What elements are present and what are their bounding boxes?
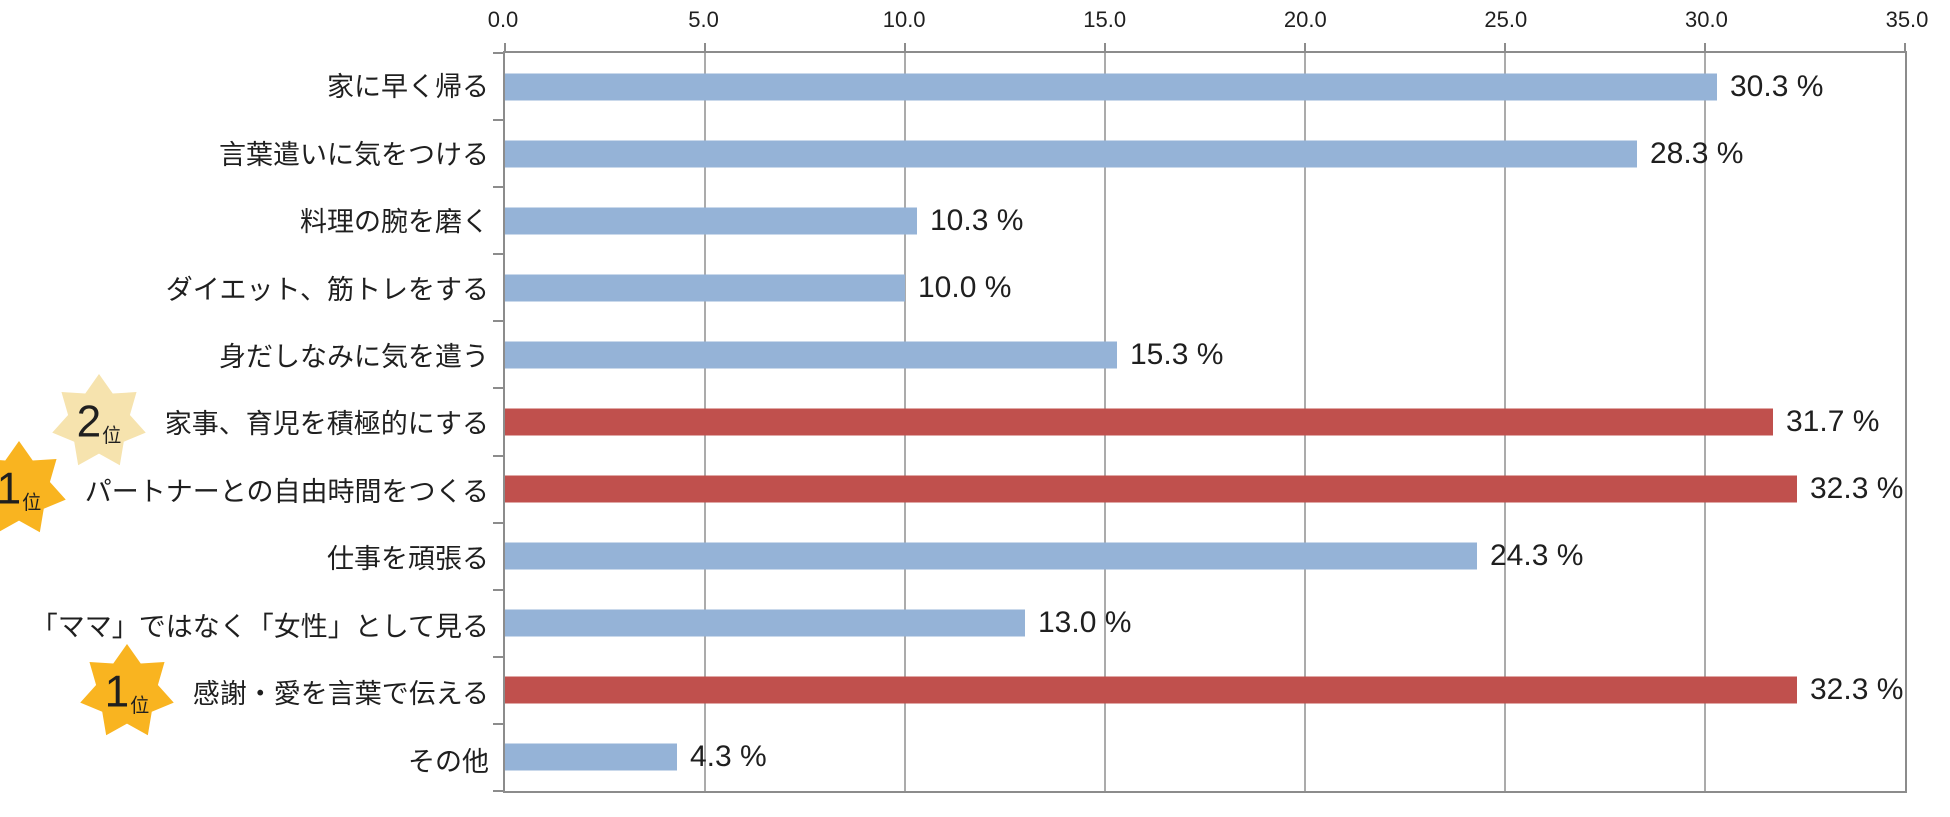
category-row: その他 xyxy=(0,726,503,793)
value-label: 10.3 % xyxy=(930,203,1024,237)
bar-row: 28.3 % xyxy=(505,120,1905,187)
bar xyxy=(505,609,1025,637)
plot-area: 30.3 % 28.3 % 10.3 % 10.0 % 15.3 % 31.7 … xyxy=(493,43,1907,793)
x-axis-tick-mark xyxy=(504,43,506,51)
category-row: 家に早く帰る xyxy=(0,51,503,118)
value-label: 31.7 % xyxy=(1786,404,1880,438)
x-axis-tick-label: 35.0 xyxy=(1885,7,1929,32)
x-axis-tick-label: 30.0 xyxy=(1685,7,1728,32)
bar-row: 24.3 % xyxy=(505,523,1905,590)
x-axis-tick-label: 25.0 xyxy=(1484,7,1528,32)
x-axis-tick-label: 0.0 xyxy=(487,7,519,32)
category-row: 1位 感謝・愛を言葉で伝える xyxy=(0,643,503,736)
bar-row: 30.3 % xyxy=(505,53,1905,120)
category-label: 仕事を頑張る xyxy=(327,544,489,575)
svg-text:1位: 1位 xyxy=(0,465,41,515)
category-label: ダイエット、筋トレをする xyxy=(165,274,489,305)
category-label: 感謝・愛を言葉で伝える xyxy=(192,679,489,710)
bar-row: 15.3 % xyxy=(505,321,1905,388)
x-axis-tick-label: 10.0 xyxy=(882,7,926,32)
y-axis-tick-mark xyxy=(493,521,503,524)
category-row: 「ママ」ではなく「女性」として見る xyxy=(0,591,503,658)
bar-row: 10.3 % xyxy=(505,187,1905,254)
y-axis-tick-mark xyxy=(493,722,503,725)
category-label: 言葉遣いに気をつける xyxy=(219,139,489,170)
value-label: 24.3 % xyxy=(1490,539,1584,573)
x-axis-tick-label: 15.0 xyxy=(1083,7,1127,32)
bar-row: 13.0 % xyxy=(505,590,1905,657)
rank-badge-star-icon: 2位 xyxy=(51,374,146,466)
y-axis-tick-mark xyxy=(493,253,503,256)
category-label: 「ママ」ではなく「女性」として見る xyxy=(30,611,489,642)
svg-text:1位: 1位 xyxy=(104,667,149,717)
bar-row: 32.3 % xyxy=(505,657,1905,724)
y-axis-tick-mark xyxy=(493,186,503,189)
bar xyxy=(505,408,1773,436)
category-row: 身だしなみに気を遣う xyxy=(0,321,503,388)
category-row: 仕事を頑張る xyxy=(0,523,503,590)
x-axis-tick-mark xyxy=(1304,43,1306,51)
category-row: 1位 パートナーとの自由時間をつくる xyxy=(0,441,503,533)
y-axis-tick-mark xyxy=(493,52,503,54)
value-label: 13.0 % xyxy=(1038,606,1132,640)
y-axis-tick-mark xyxy=(493,454,503,457)
x-axis-tick-mark xyxy=(904,43,906,51)
category-axis: 家に早く帰る 言葉遣いに気をつける 料理の腕を磨く ダイエット、筋トレをする 身… xyxy=(0,51,503,793)
bar-rows: 30.3 % 28.3 % 10.3 % 10.0 % 15.3 % 31.7 … xyxy=(505,53,1905,791)
category-label: パートナーとの自由時間をつくる xyxy=(84,476,489,507)
svg-text:2位: 2位 xyxy=(76,397,121,447)
y-axis-tick-mark xyxy=(493,588,503,591)
rank-badge-star-icon: 1位 xyxy=(80,643,174,736)
category-label: その他 xyxy=(408,746,489,777)
category-label: 身だしなみに気を遣う xyxy=(219,342,489,373)
x-axis-tick-label: 5.0 xyxy=(688,7,719,32)
y-axis-tick-mark xyxy=(493,320,503,323)
x-axis-tick-mark xyxy=(1704,43,1706,51)
category-label: 料理の腕を磨く xyxy=(300,207,489,238)
value-label: 32.3 % xyxy=(1810,673,1904,707)
x-axis-tick-label: 20.0 xyxy=(1283,7,1327,32)
bar xyxy=(505,676,1797,704)
category-label: 家事、育児を積極的にする xyxy=(164,409,489,440)
category-label: 家に早く帰る xyxy=(327,72,489,103)
bar-row: 4.3 % xyxy=(505,724,1905,791)
bar xyxy=(505,140,1637,168)
bar-row: 31.7 % xyxy=(505,388,1905,455)
value-label: 28.3 % xyxy=(1649,136,1744,170)
bar xyxy=(505,341,1117,369)
bar-row: 32.3 % xyxy=(505,456,1905,523)
bar xyxy=(505,207,917,235)
value-label: 4.3 % xyxy=(690,740,767,774)
category-row: ダイエット、筋トレをする xyxy=(0,253,503,320)
value-label: 32.3 % xyxy=(1810,472,1904,506)
y-axis-tick-mark xyxy=(493,387,503,390)
x-axis: 0.0 5.0 10.0 15.0 20.0 25.0 30.0 35.0 xyxy=(488,7,1929,35)
x-axis-tick-mark xyxy=(1904,43,1906,51)
x-axis-tick-mark xyxy=(704,43,706,51)
y-axis-tick-mark xyxy=(493,119,503,122)
value-label: 30.3 % xyxy=(1730,69,1824,103)
bar xyxy=(505,73,1717,101)
bar-row: 10.0 % xyxy=(505,254,1905,321)
category-row: 言葉遣いに気をつける xyxy=(0,118,503,185)
bar xyxy=(505,542,1477,570)
category-row: 2位 家事、育児を積極的にする xyxy=(0,374,503,466)
bar xyxy=(505,475,1797,503)
rank-badge-star-icon: 1位 xyxy=(0,441,66,533)
x-axis-tick-mark xyxy=(1104,43,1106,51)
category-row: 料理の腕を磨く xyxy=(0,186,503,253)
value-label: 10.0 % xyxy=(918,270,1012,304)
bar xyxy=(505,743,677,771)
x-axis-tick-mark xyxy=(1504,43,1506,51)
y-axis-tick-mark xyxy=(493,655,503,658)
y-axis-tick-mark xyxy=(493,790,503,792)
bar xyxy=(505,274,905,302)
value-label: 15.3 % xyxy=(1130,337,1224,371)
